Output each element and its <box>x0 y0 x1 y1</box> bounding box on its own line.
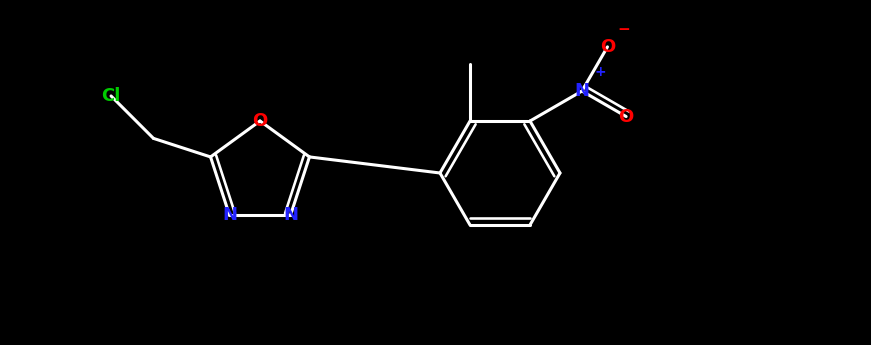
Text: N: N <box>222 206 237 224</box>
Text: N: N <box>283 206 298 224</box>
Text: O: O <box>600 38 615 56</box>
Text: −: − <box>618 22 631 37</box>
Text: +: + <box>595 65 606 79</box>
Text: Cl: Cl <box>101 87 121 105</box>
Text: O: O <box>618 108 634 126</box>
Text: O: O <box>253 112 267 130</box>
Text: N: N <box>575 82 590 100</box>
